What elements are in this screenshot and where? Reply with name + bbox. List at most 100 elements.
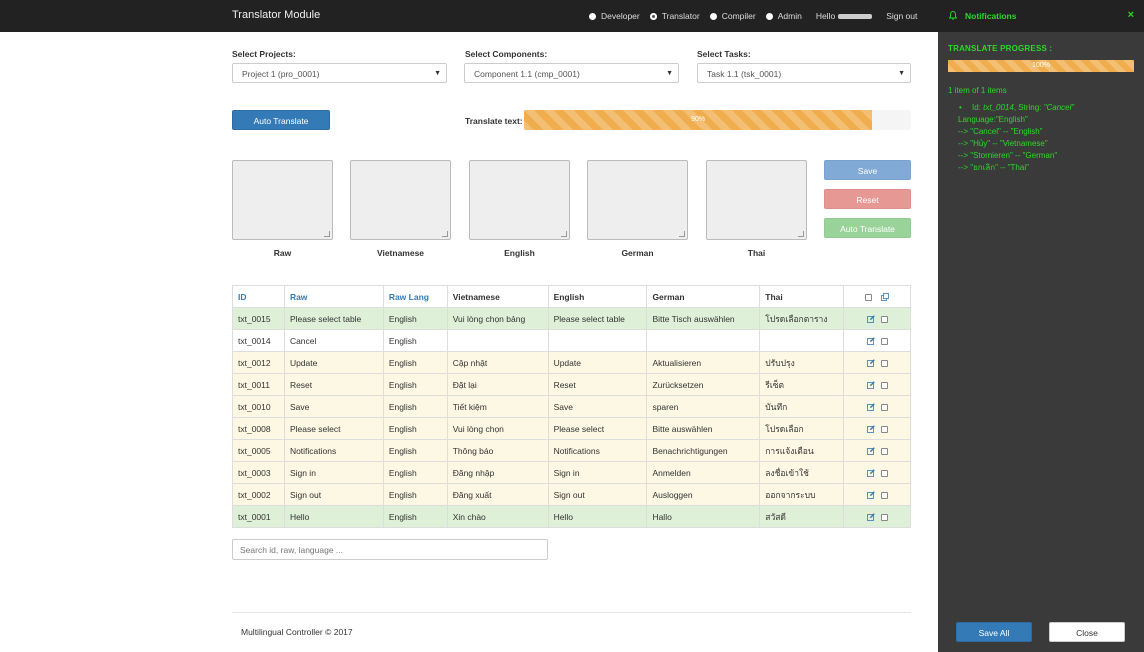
table-row[interactable]: txt_0011 Reset English Đặt lại Reset Zurückse… [232, 373, 911, 396]
row-checkbox[interactable] [880, 447, 888, 455]
table-row[interactable]: txt_0012 Update English Cập nhật Update Aktua… [232, 351, 911, 374]
table-cell: Anmelden [646, 461, 761, 484]
radio-icon[interactable] [589, 12, 596, 20]
table-row[interactable]: txt_0005 Notifications English Thông báo Not… [232, 439, 911, 462]
table-cell: English [382, 505, 448, 528]
search-input[interactable] [232, 539, 548, 560]
edit-icon[interactable] [866, 359, 875, 368]
row-checkbox[interactable] [880, 513, 888, 521]
table-row[interactable]: txt_0008 Please select English Vui lòng chọ… [232, 417, 911, 440]
row-actions [843, 439, 911, 462]
row-checkbox[interactable] [880, 337, 888, 345]
save-all-button[interactable]: Save All [956, 622, 1032, 642]
row-checkbox[interactable] [880, 359, 888, 367]
role-developer[interactable]: Developer [589, 11, 640, 21]
table-cell: txt_0005 [232, 439, 285, 462]
top-navbar: Translator Module Developer Translator C… [0, 0, 938, 32]
table-cell: txt_0003 [232, 461, 285, 484]
col-id[interactable]: ID [232, 285, 285, 308]
table-cell: Ausloggen [646, 483, 761, 506]
edit-icon[interactable] [866, 381, 875, 390]
auto-translate-button[interactable]: Auto Translate [232, 110, 330, 130]
col-german: German [646, 285, 761, 308]
edit-icon[interactable] [866, 491, 875, 500]
copy-icon[interactable] [880, 293, 889, 302]
table-cell: English [382, 439, 448, 462]
table-row[interactable]: txt_0010 Save English Tiết kiệm Save sparen บั… [232, 395, 911, 418]
table-row[interactable]: txt_0002 Sign out English Đăng xuất Sign out… [232, 483, 911, 506]
table-cell: Hallo [646, 505, 761, 528]
role-translator[interactable]: Translator [649, 11, 700, 21]
notifications-panel: Notifications × TRANSLATE PROGRESS : 100… [938, 0, 1144, 652]
close-button[interactable]: Close [1049, 622, 1125, 642]
table-cell: English [382, 483, 448, 506]
table-cell: Reset [283, 373, 384, 396]
notification-progress-bar: 100% [948, 60, 1134, 72]
app-title[interactable]: Translator Module [232, 9, 321, 21]
table-cell: Reset [547, 373, 648, 396]
role-compiler[interactable]: Compiler [709, 11, 756, 21]
table-row[interactable]: txt_0015 Please select table English Vui lò… [232, 307, 911, 330]
row-checkbox[interactable] [880, 403, 888, 411]
log-line: --> "ยกเลิก" -- "Thai" [958, 163, 1029, 172]
projects-select[interactable]: Project 1 (pro_0001) ▼ [232, 63, 447, 83]
row-actions [843, 395, 911, 418]
row-checkbox[interactable] [880, 469, 888, 477]
table-cell: Tiết kiệm [446, 395, 549, 418]
col-raw-lang[interactable]: Raw Lang [382, 285, 448, 308]
table-cell: Bitte Tisch auswählen [646, 307, 761, 330]
row-checkbox[interactable] [880, 315, 888, 323]
reset-button[interactable]: Reset [824, 189, 911, 209]
radio-selected-icon[interactable] [649, 12, 657, 20]
footer-text: Multilingual Controller © 2017 [241, 627, 353, 637]
table-cell: Zurücksetzen [646, 373, 761, 396]
tasks-select[interactable]: Task 1.1 (tsk_0001) ▼ [697, 63, 911, 83]
role-admin[interactable]: Admin [765, 11, 802, 21]
english-textarea[interactable] [469, 160, 570, 240]
edit-icon[interactable] [866, 425, 875, 434]
row-actions [843, 351, 911, 374]
radio-icon[interactable] [709, 12, 717, 20]
table-row[interactable]: txt_0014 Cancel English [232, 329, 911, 352]
table-row[interactable]: txt_0003 Sign in English Đăng nhập Sign in An… [232, 461, 911, 484]
table-cell: โปรดเลือกตาราง [759, 307, 845, 330]
raw-label: Raw [273, 248, 292, 258]
vietnamese-textarea[interactable] [350, 160, 451, 240]
user-greeting: Hello [816, 11, 873, 21]
table-cell [547, 329, 648, 352]
thai-textarea[interactable] [706, 160, 807, 240]
row-checkbox[interactable] [880, 425, 888, 433]
log-line: --> "Stornieren" -- "German" [958, 151, 1058, 160]
close-icon[interactable]: × [1127, 9, 1134, 21]
table-cell: Update [283, 351, 384, 374]
edit-icon[interactable] [866, 469, 875, 478]
table-cell: Please select table [547, 307, 648, 330]
signout-link[interactable]: Sign out [886, 11, 918, 21]
edit-icon[interactable] [866, 403, 875, 412]
edit-icon[interactable] [866, 315, 875, 324]
save-button[interactable]: Save [824, 160, 911, 180]
table-cell: English [382, 395, 448, 418]
edit-icon[interactable] [866, 447, 875, 456]
row-checkbox[interactable] [880, 381, 888, 389]
translation-log: Id: txt_0014, String: "Cancel" Language:… [958, 102, 1134, 174]
table-cell: Vui lòng chọn [446, 417, 549, 440]
edit-icon[interactable] [866, 513, 875, 522]
table-cell: English [382, 307, 448, 330]
row-checkbox[interactable] [880, 491, 888, 499]
log-entry: Id: txt_0014, String: "Cancel" [958, 102, 1134, 114]
raw-textarea[interactable] [232, 160, 333, 240]
table-cell: txt_0010 [232, 395, 285, 418]
items-count: 1 item of 1 items [948, 86, 1007, 95]
table-row[interactable]: txt_0001 Hello English Xin chào Hello Hallo สว… [232, 505, 911, 528]
select-all-checkbox[interactable] [865, 293, 873, 301]
components-select[interactable]: Component 1.1 (cmp_0001) ▼ [464, 63, 679, 83]
auto-translate-secondary-button[interactable]: Auto Translate [824, 218, 911, 238]
table-cell: txt_0012 [232, 351, 285, 374]
radio-icon[interactable] [765, 12, 773, 20]
german-textarea[interactable] [587, 160, 688, 240]
col-raw[interactable]: Raw [283, 285, 384, 308]
edit-icon[interactable] [866, 337, 875, 346]
tasks-label: Select Tasks: [697, 49, 751, 59]
table-cell: Cancel [283, 329, 384, 352]
